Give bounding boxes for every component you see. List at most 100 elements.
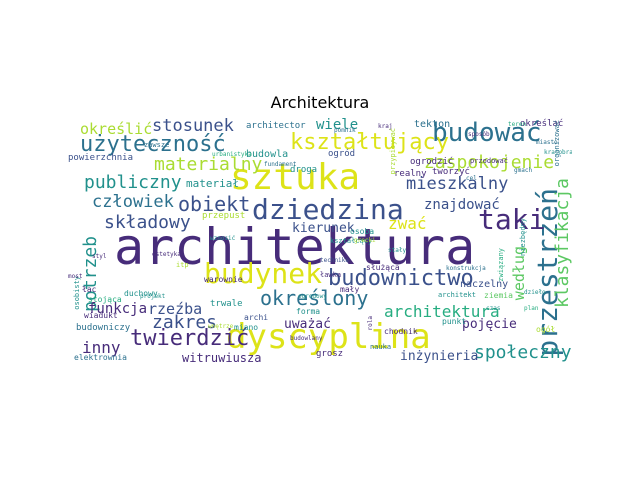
cloud-word: znajdować xyxy=(424,197,500,213)
cloud-word: sposób xyxy=(468,131,490,138)
cloud-word: fundament xyxy=(264,161,297,168)
chart-title: Architektura xyxy=(270,93,370,112)
cloud-word: mały xyxy=(340,285,360,294)
cloud-word: stały xyxy=(388,247,407,254)
cloud-word: kształtujący xyxy=(290,130,449,155)
cloud-word: chodnik xyxy=(384,327,418,336)
cloud-word: ławka xyxy=(320,271,342,279)
cloud-word: obiekt xyxy=(178,192,251,216)
cloud-word: związany xyxy=(497,248,505,282)
cloud-word: stosunek xyxy=(152,118,234,136)
cloud-word: dyscyplina xyxy=(226,317,431,357)
cloud-word: architekt xyxy=(438,291,476,299)
cloud-word: realny xyxy=(394,169,427,179)
cloud-word: forma xyxy=(296,307,321,316)
cloud-word: archi xyxy=(244,313,269,322)
cloud-word: funkcja xyxy=(88,301,148,317)
cloud-word: budowlany xyxy=(290,335,323,342)
cloud-word: kraj xyxy=(378,123,393,130)
cloud-word: ogrodowy xyxy=(298,293,327,300)
cloud-word: ziemia xyxy=(484,291,513,300)
cloud-word: taki xyxy=(478,203,546,236)
cloud-word: projekt xyxy=(140,293,166,300)
cloud-word: przepust xyxy=(202,211,246,221)
cloud-word: budynek xyxy=(204,257,323,290)
cloud-word: łac xyxy=(82,285,97,294)
cloud-word: duchowy xyxy=(124,289,158,298)
cloud-word: twierdzić xyxy=(130,326,250,351)
word-cloud: architektura sztuka dyscyplina dziedzina bud… xyxy=(68,118,572,371)
cloud-word: wiele xyxy=(316,118,359,133)
cloud-word: styl xyxy=(92,253,107,260)
cloud-word: zwać xyxy=(388,214,427,233)
cloud-word: osoba xyxy=(350,227,375,236)
cloud-word: określać xyxy=(520,119,564,129)
cloud-word: gmach xyxy=(514,167,533,174)
cloud-word: grosz xyxy=(316,349,344,359)
cloud-word: kierunek xyxy=(292,221,355,236)
cloud-word: kształcący xyxy=(330,237,373,245)
cloud-word: określić xyxy=(80,120,153,138)
cloud-word: teren xyxy=(508,121,527,128)
cloud-word: architektura xyxy=(114,218,476,276)
cloud-word: most xyxy=(68,273,83,280)
cloud-word: społeczny xyxy=(474,342,572,363)
cloud-word: uważać xyxy=(284,317,331,332)
cloud-word: dzieło xyxy=(524,289,546,296)
cloud-word: miasto xyxy=(536,139,558,146)
cloud-word: rola xyxy=(367,316,374,331)
cloud-word: przypisywać xyxy=(389,128,397,175)
cloud-word: plan xyxy=(524,305,539,312)
cloud-word: pomnik xyxy=(334,127,356,134)
cloud-word: ogród xyxy=(328,149,356,159)
cloud-word: cel xyxy=(466,175,477,182)
cloud-word: elektrownia xyxy=(74,353,127,362)
cloud-word: publiczny xyxy=(84,172,182,193)
cloud-word: budowla xyxy=(246,149,289,160)
cloud-word: zakres xyxy=(152,312,218,333)
cloud-word: ogrodzić xyxy=(410,157,454,167)
cloud-word: tworzyć xyxy=(432,167,470,177)
cloud-word: wznosić xyxy=(210,235,236,242)
cloud-word: inżynieria xyxy=(400,349,479,364)
cloud-word: powierzchnia xyxy=(68,153,134,163)
cloud-word: warownie xyxy=(204,275,243,284)
cloud-word: składowy xyxy=(104,212,191,233)
cloud-word: grecki xyxy=(354,237,376,244)
cloud-word: technika xyxy=(320,257,349,264)
cloud-word: konstrukcja xyxy=(446,265,486,272)
cloud-word: punkt xyxy=(442,317,467,326)
cloud-word: służąca xyxy=(366,263,400,272)
cloud-word: rzeźba xyxy=(148,300,203,318)
cloud-word: architector xyxy=(246,121,306,131)
cloud-word: przodować xyxy=(470,157,508,165)
cloud-word: pojęcie xyxy=(462,317,517,332)
cloud-word: trwale xyxy=(210,299,243,309)
cloud-word: tekton xyxy=(414,119,451,130)
cloud-word: krajobraz xyxy=(544,149,572,156)
cloud-word: niezbędny xyxy=(519,218,527,256)
cloud-word: architektura xyxy=(384,302,500,321)
cloud-word: urbanistyka xyxy=(212,151,252,158)
cloud-word: sztuka xyxy=(230,157,361,198)
cloud-word: mieszkalny xyxy=(406,174,509,194)
cloud-word: budować xyxy=(432,118,542,148)
cloud-word: materialny xyxy=(154,154,263,175)
cloud-word: dziedzina xyxy=(252,193,404,226)
cloud-word: budownictwo xyxy=(328,266,474,291)
cloud-word: człowiek xyxy=(92,192,174,212)
cloud-word: materiał xyxy=(186,177,239,190)
cloud-word: stojąca xyxy=(88,295,122,304)
cloud-word: ogół xyxy=(536,325,556,334)
cloud-word: droga xyxy=(290,165,318,175)
cloud-word: inny xyxy=(82,338,121,357)
cloud-word: witruwiusza xyxy=(182,351,262,365)
cloud-word: miano xyxy=(234,323,259,332)
cloud-word: czas xyxy=(486,305,501,312)
cloud-word: naczelny xyxy=(460,279,509,290)
cloud-word: budowniczy xyxy=(76,323,131,333)
cloud-word: klasyfikacja xyxy=(552,178,572,309)
cloud-word: itp xyxy=(176,261,189,269)
cloud-word: określony xyxy=(260,286,369,310)
cloud-word: wiadukt xyxy=(84,311,118,320)
